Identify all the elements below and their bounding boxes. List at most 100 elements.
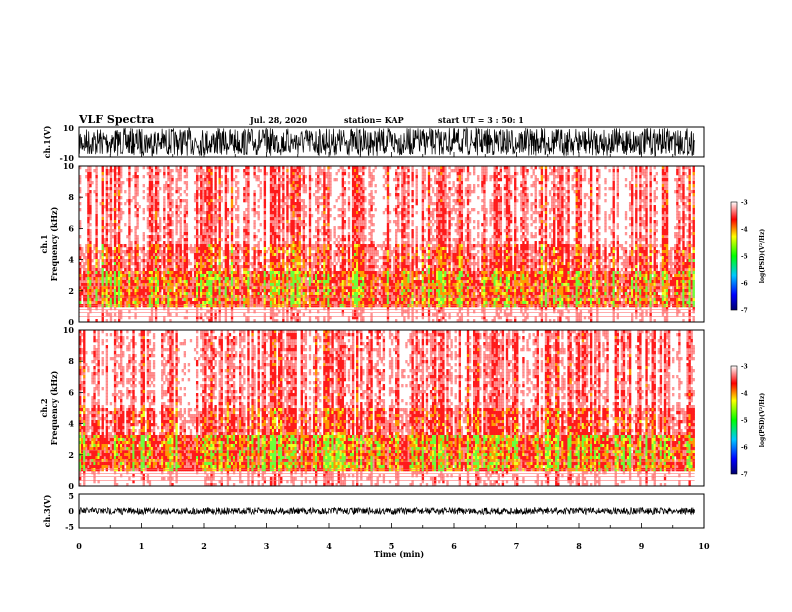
ch1-spectrogram-cell [108, 301, 110, 304]
ch1-spectrogram-cell [87, 313, 89, 316]
ch1-spectrogram-cell [286, 190, 288, 193]
ch1-spectrogram-cell [186, 202, 188, 205]
ch1-spectrogram-cell [297, 277, 299, 280]
ch1-spectrogram-cell [327, 286, 329, 289]
ch1-spectrogram-cell [153, 205, 155, 208]
ch1-spectrogram-cell [124, 259, 126, 262]
ch1-spectrogram-cell [206, 187, 208, 190]
ch1-spectrogram-cell [89, 283, 91, 286]
ch1-spectrogram-cell [206, 277, 208, 280]
ch1-spectrogram-cell [202, 196, 204, 199]
ch1-spectrogram-cell [370, 241, 372, 244]
ch1-spectrogram-cell [143, 184, 145, 187]
ch1-spectrogram-cell [321, 256, 323, 259]
ch1-spectrogram-cell [167, 199, 169, 202]
ch1-spectrogram-cell [116, 286, 118, 289]
ch1-spectrogram-cell [143, 247, 145, 250]
ch1-spectrogram-cell [249, 262, 251, 265]
ch1-spectrogram-cell [112, 277, 114, 280]
ch1-spectrogram-cell [323, 205, 325, 208]
ch1-spectrogram-cell [104, 280, 106, 283]
ch1-spectrogram-cell [231, 280, 233, 283]
ch1-spectrogram-cell [247, 271, 249, 274]
ch1-spectrogram-cell [241, 289, 243, 292]
ch1-spectrogram-cell [192, 247, 194, 250]
ch1-spectrogram-cell [344, 172, 346, 175]
ch1-spectrogram-cell [136, 277, 138, 280]
ch1-spectrogram-cell [169, 277, 171, 280]
ch1-spectrogram-cell [362, 274, 364, 277]
ch1-spectrogram-cell [97, 301, 99, 304]
ch1-spectrogram-cell [124, 253, 126, 256]
ch1-spectrogram-cell [95, 223, 97, 226]
ch1-spectrogram-cell [272, 178, 274, 181]
ch1-spectrogram-cell [264, 298, 266, 301]
ch1-spectrogram-cell [210, 232, 212, 235]
ch1-spectrogram-cell [106, 280, 108, 283]
ch1-spectrogram-cell [120, 211, 122, 214]
ch1-spectrogram-cell [89, 232, 91, 235]
ch1-spectrogram-cell [237, 235, 239, 238]
ch1-spectrogram-cell [262, 298, 264, 301]
ch1-spectrogram-cell [315, 256, 317, 259]
ch1-spectrogram-cell [200, 262, 202, 265]
ch1-spectrogram-cell [147, 205, 149, 208]
ch1-spectrogram-cell [260, 280, 262, 283]
ch1-spectrogram-cell [329, 286, 331, 289]
ch1-spectrogram-cell [214, 202, 216, 205]
ch1-spectrogram-cell [303, 262, 305, 265]
ch1-spectrogram-cell [237, 181, 239, 184]
ch1-spectrogram-cell [243, 193, 245, 196]
ch1-spectrogram-cell [206, 286, 208, 289]
ch1-spectrogram-cell [206, 244, 208, 247]
ch1-spectrogram-cell [91, 268, 93, 271]
ch1-spectrogram-cell [342, 289, 344, 292]
ch1-spectrogram-cell [364, 298, 366, 301]
ch1-spectrogram-cell [297, 187, 299, 190]
ch1-spectrogram-cell [171, 277, 173, 280]
ch1-spectrogram-cell [206, 205, 208, 208]
ch1-spectrogram-cell [221, 190, 223, 193]
ch1-spectrogram-cell [348, 280, 350, 283]
ch1-spectrogram-cell [253, 250, 255, 253]
ch1-spectrogram-cell [130, 280, 132, 283]
ch1-spectrogram-cell [182, 199, 184, 202]
ch1-spectrogram-cell [362, 235, 364, 238]
ch1-spectrogram-cell [276, 250, 278, 253]
ch1-spectrogram-cell [212, 283, 214, 286]
ch1-spectrogram-cell [143, 235, 145, 238]
ch1-spectrogram-cell [89, 205, 91, 208]
ch1-spectrogram-cell [200, 259, 202, 262]
ch1-spectrogram-cell [102, 229, 104, 232]
ch1-spectrogram-cell [108, 253, 110, 256]
ch1-spectrogram-cell [208, 208, 210, 211]
ch1-spectrogram-cell [196, 295, 198, 298]
ch1-spectrogram-cell [329, 250, 331, 253]
ch1-spectrogram-cell [319, 229, 321, 232]
ch1-spectrogram-cell [128, 253, 130, 256]
ch1-spectrogram-cell [173, 271, 175, 274]
ch1-spectrogram-cell [221, 271, 223, 274]
ch1-spectrogram-cell [247, 244, 249, 247]
ch1-spectrogram-cell [198, 292, 200, 295]
ch1-spectrogram-cell [301, 244, 303, 247]
ch1-spectrogram-cell [188, 298, 190, 301]
ch1-spectrogram-cell [169, 187, 171, 190]
ch1-spectrogram-cell [159, 271, 161, 274]
ch1-spectrogram-cell [270, 217, 272, 220]
ch1-spectrogram-cell [231, 181, 233, 184]
ch1-spectrogram-cell [114, 262, 116, 265]
ch1-spectrogram-cell [108, 259, 110, 262]
ch1-spectrogram-cell [317, 256, 319, 259]
ch1-spectrogram-cell [247, 217, 249, 220]
ch1-spectrogram-cell [270, 205, 272, 208]
ch1-spectrogram-cell [255, 286, 257, 289]
ch1-spectrogram-cell [200, 226, 202, 229]
ch1-spectrogram-cell [270, 289, 272, 292]
ch1-spectrogram-cell [315, 220, 317, 223]
ch1-spectrogram-cell [253, 247, 255, 250]
ch1-spectrogram-cell [340, 289, 342, 292]
ch1-spectrogram-cell [362, 199, 364, 202]
ch1-spectrogram-cell [155, 268, 157, 271]
ch1-spectrogram-cell [114, 280, 116, 283]
